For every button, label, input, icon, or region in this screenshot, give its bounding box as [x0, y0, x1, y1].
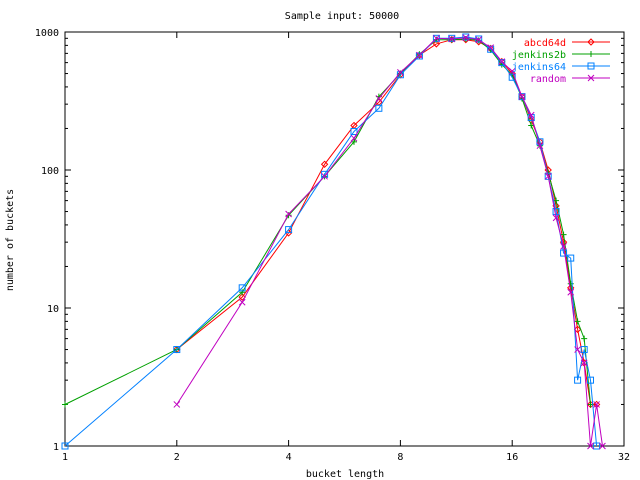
data-point-random — [475, 36, 483, 44]
data-point-jenkins64 — [544, 172, 552, 180]
data-point-random — [580, 359, 588, 367]
series-jenkins2b — [62, 35, 594, 408]
series-line-jenkins2b — [64, 38, 591, 405]
data-point-random — [285, 210, 292, 218]
series-line-jenkins64 — [64, 36, 598, 447]
x-tick-label: 4 — [286, 452, 292, 463]
data-point-jenkins64 — [587, 376, 595, 384]
x-tick-label: 32 — [618, 452, 630, 463]
data-point-random — [508, 67, 516, 75]
series-layer — [61, 33, 606, 450]
legend-marker — [587, 62, 595, 70]
chart-title: Sample input: 50000 — [285, 11, 399, 22]
data-point-random — [518, 93, 526, 101]
axis-ticks: 1 2 4 8 16 32 1 10 100 1000 — [35, 28, 630, 463]
y-tick-label: 1000 — [35, 28, 59, 39]
data-point-jenkins64 — [375, 104, 383, 112]
x-tick-label: 8 — [397, 452, 403, 463]
data-point-random — [173, 401, 181, 408]
data-point-random — [433, 34, 440, 42]
data-point-random — [544, 172, 552, 180]
y-tick-label: 100 — [41, 166, 59, 177]
legend-label: jenkins2b — [512, 50, 566, 61]
series-line-abcd64d — [176, 39, 597, 405]
data-point-random — [593, 401, 600, 408]
data-point-jenkins64 — [574, 376, 582, 384]
data-point-abcd64d — [573, 325, 582, 334]
data-point-jenkins64 — [560, 249, 568, 257]
data-point-random — [321, 172, 328, 180]
data-point-jenkins64 — [567, 254, 575, 262]
data-point-random — [462, 34, 470, 42]
data-point-jenkins64 — [593, 442, 601, 450]
legend-label: abcd64d — [524, 38, 566, 49]
legend-label: jenkins64 — [512, 62, 566, 73]
data-point-jenkins64 — [580, 346, 588, 354]
data-point-random — [375, 95, 383, 102]
data-point-jenkins2b — [239, 289, 246, 296]
data-point-jenkins2b — [581, 335, 588, 342]
series-abcd64d — [173, 35, 601, 409]
series-jenkins64 — [61, 33, 601, 450]
data-point-jenkins2b — [560, 231, 567, 238]
data-point-jenkins64 — [462, 33, 470, 41]
data-point-jenkins64 — [552, 208, 560, 216]
data-point-random — [567, 288, 575, 296]
data-point-random — [574, 346, 581, 353]
data-point-jenkins64 — [508, 73, 516, 81]
data-point-jenkins64 — [415, 52, 423, 60]
data-point-random — [527, 111, 535, 119]
data-point-jenkins2b — [574, 318, 581, 325]
data-point-jenkins2b — [567, 280, 574, 287]
data-point-abcd64d — [320, 160, 329, 168]
data-point-jenkins2b — [62, 401, 68, 408]
data-point-random — [448, 35, 456, 43]
data-point-random — [397, 69, 404, 76]
data-point-jenkins64 — [173, 346, 181, 354]
data-point-jenkins64 — [498, 59, 506, 67]
data-point-jenkins2b — [350, 138, 357, 145]
legend-label: random — [530, 74, 566, 85]
data-point-random — [238, 298, 246, 306]
plot-frame — [64, 31, 625, 447]
data-point-random — [416, 51, 423, 59]
data-point-jenkins64 — [61, 442, 69, 450]
data-point-jenkins64 — [487, 45, 495, 53]
y-axis-label: number of buckets — [5, 189, 16, 291]
y-tick-label: 1 — [53, 442, 59, 453]
data-point-jenkins64 — [321, 170, 329, 178]
data-point-abcd64d — [238, 293, 246, 301]
data-point-jenkins2b — [285, 212, 292, 219]
data-point-jenkins64 — [238, 284, 246, 292]
data-point-random — [350, 134, 358, 142]
series-random — [173, 34, 606, 450]
data-point-abcd64d — [432, 40, 441, 48]
x-tick-label: 16 — [506, 452, 518, 463]
data-point-random — [552, 214, 560, 222]
data-point-jenkins64 — [350, 128, 358, 136]
data-point-jenkins64 — [518, 93, 526, 101]
data-point-random — [587, 442, 594, 450]
legend-marker — [588, 51, 594, 57]
data-point-random — [498, 58, 506, 65]
x-axis-label: bucket length — [306, 469, 384, 480]
y-tick-label: 10 — [47, 304, 59, 315]
data-point-random — [599, 442, 606, 450]
x-tick-label: 2 — [174, 452, 180, 463]
series-line-random — [176, 37, 603, 447]
data-point-random — [487, 44, 495, 52]
data-point-jenkins64 — [285, 226, 293, 234]
data-point-jenkins2b — [528, 122, 535, 129]
x-tick-label: 1 — [62, 452, 68, 463]
data-point-random — [536, 142, 544, 150]
legend-marker — [587, 38, 595, 46]
data-point-random — [560, 242, 567, 250]
legend-marker — [587, 74, 595, 82]
